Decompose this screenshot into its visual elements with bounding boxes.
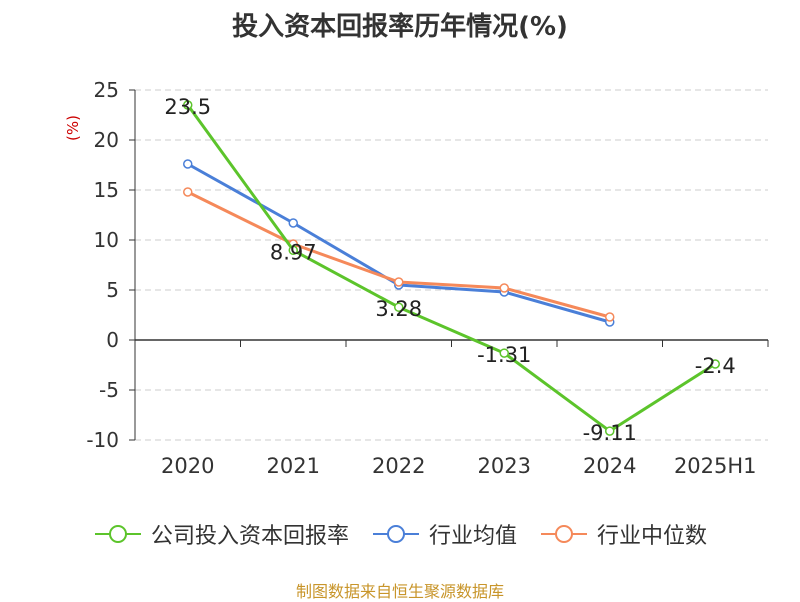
data-point-1 [288, 218, 298, 228]
data-point-0 [499, 348, 509, 358]
data-label: 3.28 [375, 297, 422, 321]
data-label: 23.5 [164, 95, 211, 119]
legend: 公司投入资本回报率 行业均值 行业中位数 [0, 518, 800, 550]
y-axis-unit-label: (%) [64, 115, 82, 141]
x-tick-label: 2020 [161, 454, 214, 478]
data-point-2 [183, 187, 193, 197]
data-point-0 [394, 302, 404, 312]
series-line-0 [186, 104, 717, 433]
data-point-2 [605, 312, 615, 322]
data-point-0 [710, 359, 720, 369]
y-tick-label: 15 [94, 178, 119, 202]
legend-marker-company [94, 525, 141, 543]
data-label: -1.31 [477, 343, 531, 367]
data-point-0 [605, 426, 615, 436]
legend-marker-industry-mean [372, 525, 419, 543]
y-tick-label: 0 [106, 328, 119, 352]
y-tick-label: 20 [94, 128, 119, 152]
y-tick-label: -5 [99, 378, 119, 402]
y-tick-label: 10 [94, 228, 119, 252]
data-point-0 [288, 245, 298, 256]
data-label: -2.4 [695, 354, 736, 378]
legend-item-industry-median[interactable]: 行业中位数 [539, 518, 707, 550]
data-point-1 [183, 159, 193, 169]
legend-label-industry-mean: 行业均值 [428, 524, 517, 549]
x-tick-label: 2021 [267, 454, 320, 478]
x-tick-label: 2025H1 [674, 454, 757, 478]
x-tick-label: 2022 [372, 454, 425, 478]
y-tick-label: -10 [86, 428, 119, 452]
legend-item-industry-mean[interactable]: 行业均值 [371, 518, 517, 550]
y-tick-label: 25 [94, 78, 119, 102]
chart-title: 投入资本回报率历年情况(%) [232, 12, 568, 42]
data-label: 8.97 [270, 240, 317, 264]
data-point-2 [394, 277, 404, 287]
legend-label-industry-median: 行业中位数 [597, 524, 708, 549]
legend-marker-industry-median [541, 525, 587, 543]
x-tick-label: 2023 [478, 454, 531, 478]
source-note: 制图数据来自恒生聚源数据库 [295, 582, 504, 601]
legend-label-company: 公司投入资本回报率 [150, 524, 349, 549]
legend-item-company[interactable]: 公司投入资本回报率 [93, 518, 349, 550]
data-label: -9.11 [583, 421, 637, 445]
data-point-0 [183, 100, 193, 110]
x-tick-label: 2024 [583, 454, 636, 478]
y-tick-label: 5 [106, 278, 119, 302]
data-point-2 [499, 283, 509, 293]
